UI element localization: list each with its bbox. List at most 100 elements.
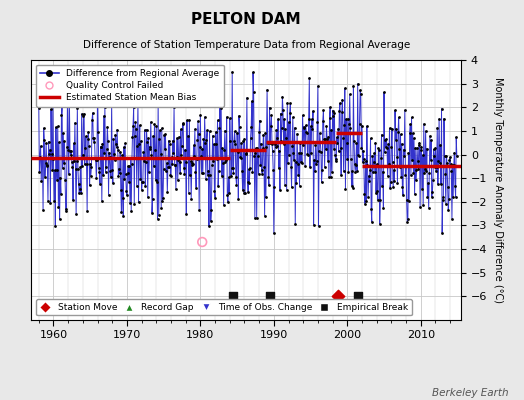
Point	[171, 162, 180, 168]
Point	[429, 177, 437, 183]
Point	[281, 126, 290, 133]
Point	[374, 145, 383, 151]
Point	[406, 121, 414, 128]
Point	[63, 88, 72, 95]
Point	[347, 156, 355, 162]
Point	[375, 146, 383, 153]
Point	[269, 167, 277, 174]
Point	[317, 149, 325, 156]
Point	[370, 168, 379, 175]
Point	[328, 168, 336, 175]
Point	[161, 131, 170, 137]
Point	[67, 152, 75, 158]
Point	[174, 156, 182, 163]
Point	[79, 152, 87, 158]
Point	[446, 154, 454, 160]
Point	[299, 142, 308, 149]
Point	[225, 190, 233, 197]
Point	[205, 223, 213, 229]
Point	[267, 112, 276, 118]
Point	[110, 136, 118, 142]
Point	[85, 182, 94, 188]
Point	[444, 207, 452, 214]
Point	[232, 181, 241, 188]
Point	[56, 174, 64, 181]
Point	[308, 116, 316, 122]
Point	[72, 158, 81, 164]
Point	[335, 108, 344, 114]
Point	[399, 146, 408, 153]
Point	[187, 158, 195, 164]
Point	[173, 177, 182, 183]
Point	[166, 172, 174, 178]
Point	[221, 159, 230, 166]
Point	[266, 140, 275, 146]
Point	[260, 164, 268, 170]
Point	[383, 145, 391, 152]
Point	[163, 164, 172, 171]
Point	[133, 182, 141, 189]
Point	[126, 200, 134, 207]
Point	[239, 190, 248, 196]
Point	[108, 166, 116, 173]
Point	[265, 182, 273, 189]
Point	[276, 186, 284, 193]
Point	[278, 124, 286, 131]
Point	[402, 162, 410, 169]
Point	[206, 218, 215, 224]
Point	[449, 194, 457, 200]
Point	[242, 150, 250, 156]
Point	[282, 187, 291, 193]
Point	[272, 127, 280, 134]
Point	[37, 178, 46, 184]
Point	[333, 134, 341, 141]
Point	[421, 166, 429, 172]
Point	[397, 174, 406, 180]
Point	[276, 110, 285, 117]
Point	[407, 172, 415, 178]
Point	[91, 155, 99, 162]
Point	[151, 147, 159, 153]
Point	[69, 197, 77, 204]
Point	[86, 161, 94, 167]
Point	[73, 105, 82, 111]
Point	[236, 155, 245, 161]
Point	[403, 216, 412, 222]
Point	[319, 107, 328, 114]
Point	[118, 194, 127, 201]
Point	[248, 98, 256, 104]
Point	[93, 156, 101, 163]
Point	[97, 198, 106, 204]
Point	[204, 168, 213, 174]
Point	[112, 144, 121, 150]
Point	[212, 129, 220, 135]
Point	[263, 144, 271, 150]
Text: PELTON DAM: PELTON DAM	[191, 12, 301, 27]
Point	[324, 134, 333, 140]
Point	[245, 180, 254, 187]
Point	[368, 153, 377, 160]
Point	[292, 159, 300, 165]
Point	[216, 100, 224, 107]
Point	[303, 130, 311, 136]
Point	[307, 123, 315, 130]
Point	[172, 154, 181, 161]
Point	[443, 184, 452, 190]
Point	[264, 174, 272, 181]
Point	[440, 115, 448, 122]
Point	[93, 88, 102, 94]
Point	[366, 135, 375, 142]
Point	[74, 181, 83, 188]
Point	[135, 141, 144, 147]
Point	[105, 150, 113, 156]
Point	[286, 110, 294, 116]
Point	[136, 122, 144, 128]
Point	[315, 148, 323, 155]
Point	[451, 183, 459, 190]
Y-axis label: Monthly Temperature Anomaly Difference (°C): Monthly Temperature Anomaly Difference (…	[493, 77, 503, 303]
Point	[168, 161, 177, 167]
Point	[125, 163, 134, 170]
Point	[180, 165, 188, 172]
Point	[144, 194, 152, 200]
Point	[362, 158, 370, 164]
